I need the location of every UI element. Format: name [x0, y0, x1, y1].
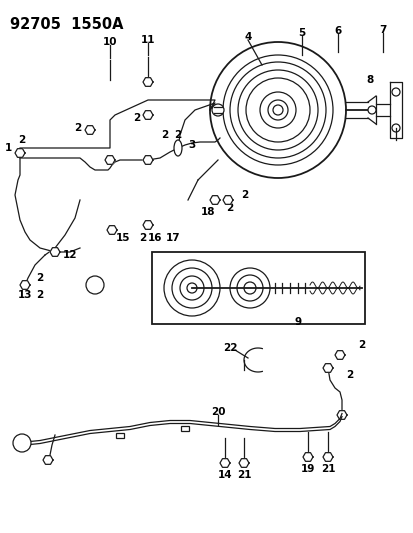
Text: 92705  1550A: 92705 1550A: [10, 17, 123, 32]
Circle shape: [272, 105, 282, 115]
Text: 2: 2: [133, 113, 140, 123]
Polygon shape: [336, 410, 346, 419]
Text: 2: 2: [346, 370, 353, 380]
Polygon shape: [302, 453, 312, 462]
Circle shape: [180, 276, 204, 300]
Polygon shape: [105, 156, 115, 164]
Circle shape: [391, 124, 399, 132]
Text: 12: 12: [63, 250, 77, 260]
Polygon shape: [209, 196, 219, 204]
Polygon shape: [334, 351, 344, 359]
Circle shape: [187, 283, 197, 293]
Circle shape: [171, 268, 211, 308]
Text: 2: 2: [174, 130, 181, 140]
Circle shape: [391, 88, 399, 96]
Text: 13: 13: [18, 290, 32, 300]
Polygon shape: [15, 149, 25, 157]
Text: 17: 17: [165, 233, 180, 243]
Text: 5: 5: [298, 28, 305, 38]
Circle shape: [86, 276, 104, 294]
Text: 9: 9: [294, 317, 301, 327]
Circle shape: [259, 92, 295, 128]
Circle shape: [209, 42, 345, 178]
Circle shape: [164, 260, 219, 316]
Text: 21: 21: [320, 464, 335, 474]
Bar: [116, 432, 124, 438]
Circle shape: [237, 70, 317, 150]
Text: 2: 2: [139, 233, 146, 243]
Text: 7: 7: [378, 25, 386, 35]
Circle shape: [211, 104, 223, 116]
Ellipse shape: [173, 140, 182, 156]
Polygon shape: [142, 156, 153, 164]
Circle shape: [223, 55, 332, 165]
Circle shape: [245, 78, 309, 142]
Polygon shape: [50, 248, 60, 256]
Text: 3: 3: [188, 140, 195, 150]
Circle shape: [230, 62, 325, 158]
Text: 8: 8: [366, 75, 373, 85]
Text: 19: 19: [300, 464, 314, 474]
Text: 20: 20: [210, 407, 225, 417]
Circle shape: [367, 106, 375, 114]
Text: 2: 2: [241, 190, 248, 200]
Polygon shape: [322, 453, 332, 462]
Text: 4: 4: [244, 32, 251, 42]
Text: 22: 22: [222, 343, 237, 353]
Text: 10: 10: [102, 37, 117, 47]
Text: 2: 2: [36, 273, 43, 283]
Text: A: A: [19, 438, 25, 448]
Polygon shape: [322, 364, 332, 373]
Text: 6: 6: [334, 26, 341, 36]
Polygon shape: [142, 78, 153, 86]
Bar: [180, 425, 189, 431]
Bar: [152, 252, 364, 324]
Text: 2: 2: [226, 203, 233, 213]
Text: 2: 2: [18, 135, 26, 145]
Circle shape: [267, 100, 287, 120]
Polygon shape: [219, 459, 230, 467]
Text: 14: 14: [217, 470, 232, 480]
Text: 2: 2: [36, 290, 43, 300]
Circle shape: [230, 268, 269, 308]
Text: A: A: [91, 280, 98, 290]
Polygon shape: [20, 281, 30, 289]
Text: 2: 2: [74, 123, 81, 133]
Polygon shape: [223, 196, 233, 204]
Circle shape: [243, 282, 255, 294]
Text: 2: 2: [161, 130, 168, 140]
Polygon shape: [107, 225, 117, 235]
Polygon shape: [85, 126, 95, 134]
Polygon shape: [238, 459, 248, 467]
Text: 15: 15: [116, 233, 130, 243]
Text: 18: 18: [200, 207, 215, 217]
Circle shape: [13, 434, 31, 452]
Text: 11: 11: [140, 35, 155, 45]
Text: 16: 16: [147, 233, 162, 243]
Polygon shape: [142, 111, 153, 119]
Circle shape: [236, 275, 262, 301]
Polygon shape: [142, 221, 153, 229]
Text: 21: 21: [236, 470, 251, 480]
Text: 2: 2: [358, 340, 365, 350]
Polygon shape: [43, 456, 53, 464]
Text: 1: 1: [5, 143, 12, 153]
